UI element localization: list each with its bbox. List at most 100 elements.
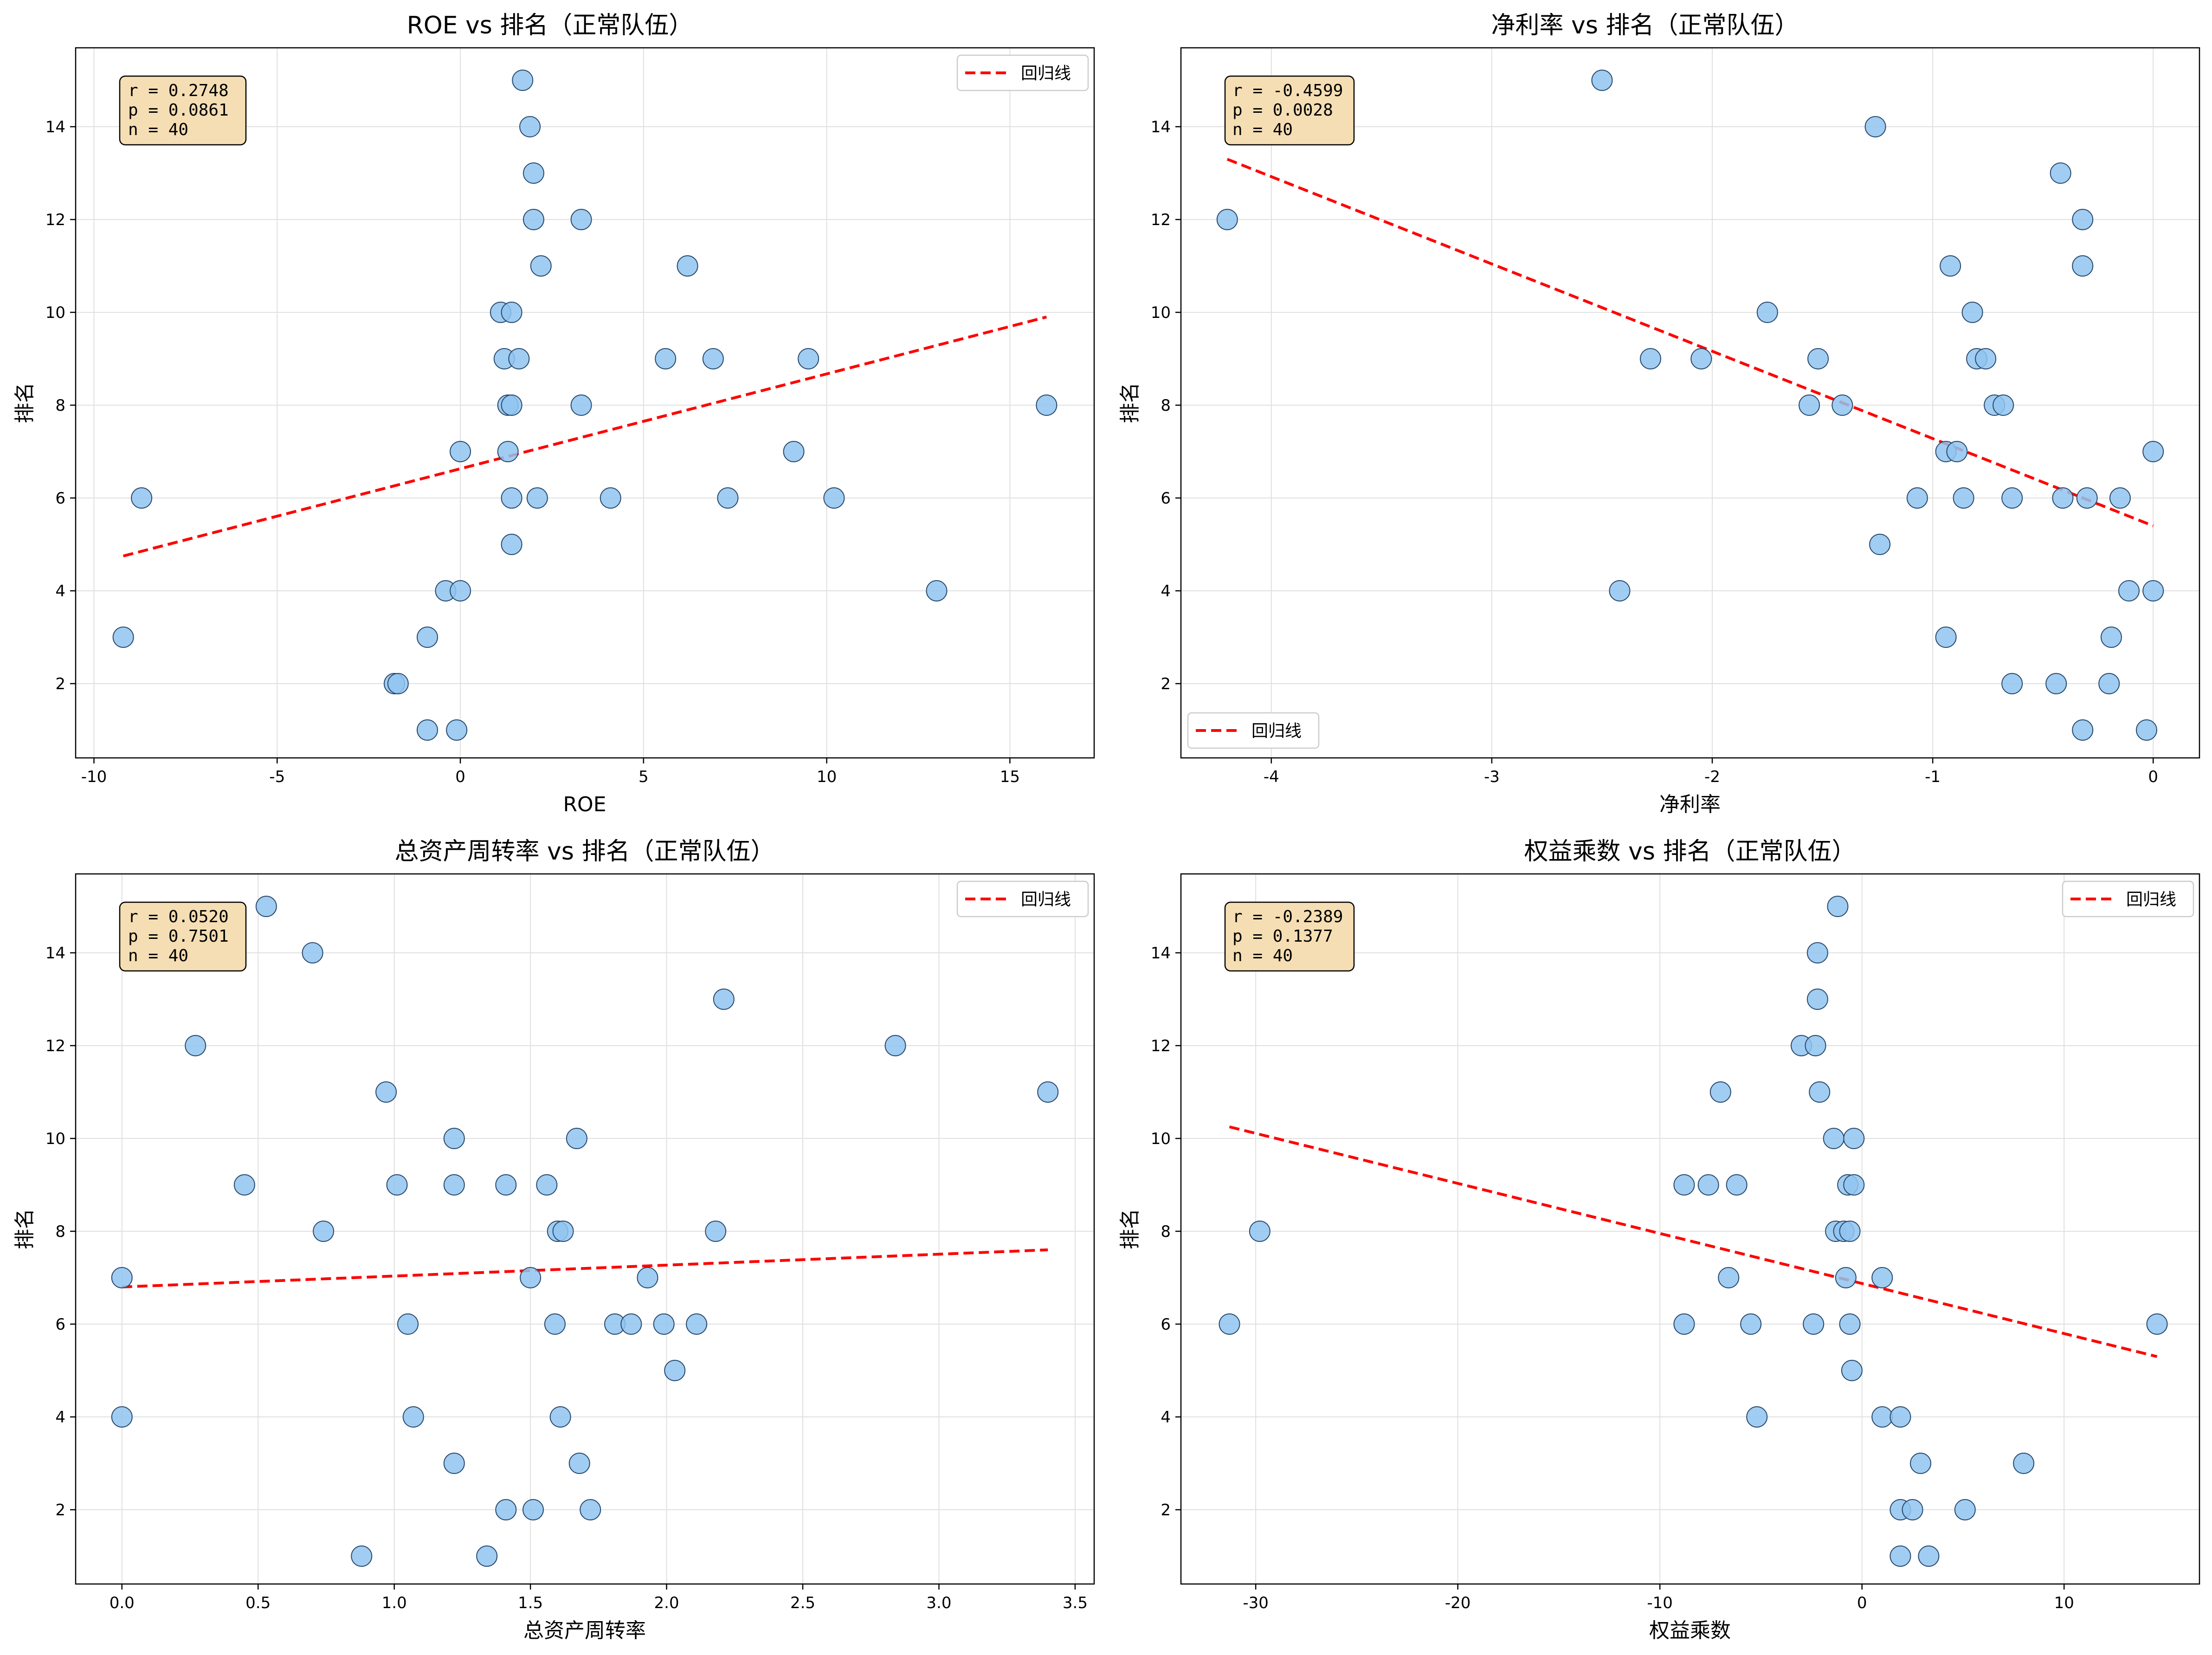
legend: 回归线 [956,880,1089,918]
stats-box-background [1224,901,1355,972]
x-tick-label: 15 [1000,768,1020,786]
x-tick-label: 2.0 [654,1594,679,1612]
data-point [1219,1313,1240,1335]
data-point [1740,1313,1762,1335]
y-tick-label: 14 [1151,118,1171,136]
stats-box: r = -0.4599 p = 0.0028 n = 40 [1224,75,1355,146]
data-point [2146,1313,2168,1335]
legend: 回归线 [1187,712,1320,749]
data-point [570,394,592,416]
x-tick-label: -20 [1445,1594,1471,1612]
legend-label: 回归线 [1021,890,1071,909]
x-tick-label: 0.0 [110,1594,135,1612]
y-tick-label: 6 [55,489,65,508]
x-tick-label: 1.0 [382,1594,407,1612]
data-point [2001,673,2023,694]
chart-title: ROE vs 排名（正常队伍） [407,12,693,39]
data-point [2142,441,2164,462]
data-point [450,441,471,462]
data-point [1871,1406,1893,1428]
data-point [1832,394,1853,416]
data-point [1975,348,1997,369]
data-point [508,348,530,369]
y-tick-label: 14 [45,118,65,136]
y-tick-label: 2 [1161,1501,1171,1519]
data-point [1843,1128,1865,1149]
data-points [1216,70,2164,741]
x-tick-label: -10 [81,768,107,786]
chart-panel-asset-turnover: 总资产周转率 vs 排名（正常队伍） 0.0 0.5 1.0 1.5 2.0 2.5 3.0… [13,838,1095,1642]
stats-r: r = -0.4599 [1232,81,1343,100]
stats-r: r = 0.0520 [128,907,229,926]
y-tick-label: 8 [55,1222,65,1241]
regression-line [1229,1125,2158,1358]
chart-title: 权益乘数 vs 排名（正常队伍） [1524,838,1856,866]
data-point [387,673,409,694]
grid [1181,874,2199,1584]
regression-line [1226,158,2154,527]
x-axis-label: 权益乘数 [1649,1619,1731,1642]
data-point [2100,627,2122,648]
data-point [637,1267,658,1288]
legend-box [2062,880,2194,918]
data-point [1756,302,1778,323]
stats-p: p = 0.1377 [1232,927,1333,946]
data-point [2072,255,2094,277]
data-point [519,116,541,137]
stats-box: r = 0.0520 p = 0.7501 n = 40 [119,901,247,972]
chart-title: 净利率 vs 排名（正常队伍） [1491,12,1799,39]
y-tick-label: 6 [1161,489,1171,508]
data-point [1827,896,1849,917]
data-point [1864,116,1886,137]
stats-box-background [1224,75,1355,146]
data-point [501,487,522,509]
data-point [568,1453,590,1474]
data-point [1037,1081,1059,1103]
data-point [686,1313,708,1335]
x-tick-label: -10 [1647,1594,1673,1612]
data-point [520,1267,542,1288]
y-axis-label: 排名 [13,382,37,423]
legend-label: 回归线 [2126,890,2176,909]
x-tick-label: -4 [1264,768,1279,786]
data-points [1219,896,2168,1567]
data-point [1839,1221,1861,1242]
data-point [501,394,522,416]
data-point [443,1128,465,1149]
data-points [112,70,1058,741]
data-point [1869,534,1891,555]
y-tick-label: 8 [1161,396,1171,415]
data-point [705,1221,727,1242]
data-point [1799,394,1820,416]
data-point [375,1081,397,1103]
data-point [1841,1360,1863,1381]
legend-box [956,54,1089,91]
data-point [1993,394,2014,416]
x-tick-label: -3 [1484,768,1500,786]
data-point [1807,348,1829,369]
data-point [397,1313,419,1335]
data-point [1953,487,1974,509]
data-point [495,1499,517,1520]
data-point [884,1035,906,1056]
data-point [823,487,845,509]
stats-r: r = -0.2389 [1232,907,1343,926]
data-point [501,302,522,323]
data-point [1591,70,1613,91]
x-tick-label: 10 [817,768,837,786]
y-tick-label: 4 [1161,1408,1171,1427]
stats-n: n = 40 [1232,946,1293,965]
data-point [497,441,519,462]
data-point [501,534,522,555]
chart-panel-net-margin: 净利率 vs 排名（正常队伍） -4 -3 -2 -1 0 2 4 6 8 10 12 14 r = … [1118,12,2200,816]
data-point [2076,487,2098,509]
x-tick-label: 5 [638,768,649,786]
regression-line [123,316,1047,557]
stats-p: p = 0.7501 [128,927,229,946]
y-tick-label: 6 [1161,1315,1171,1334]
y-tick-label: 8 [1161,1222,1171,1241]
data-point [2013,1453,2035,1474]
data-point [1690,348,1712,369]
y-tick-label: 10 [45,304,65,322]
data-point [351,1545,373,1567]
